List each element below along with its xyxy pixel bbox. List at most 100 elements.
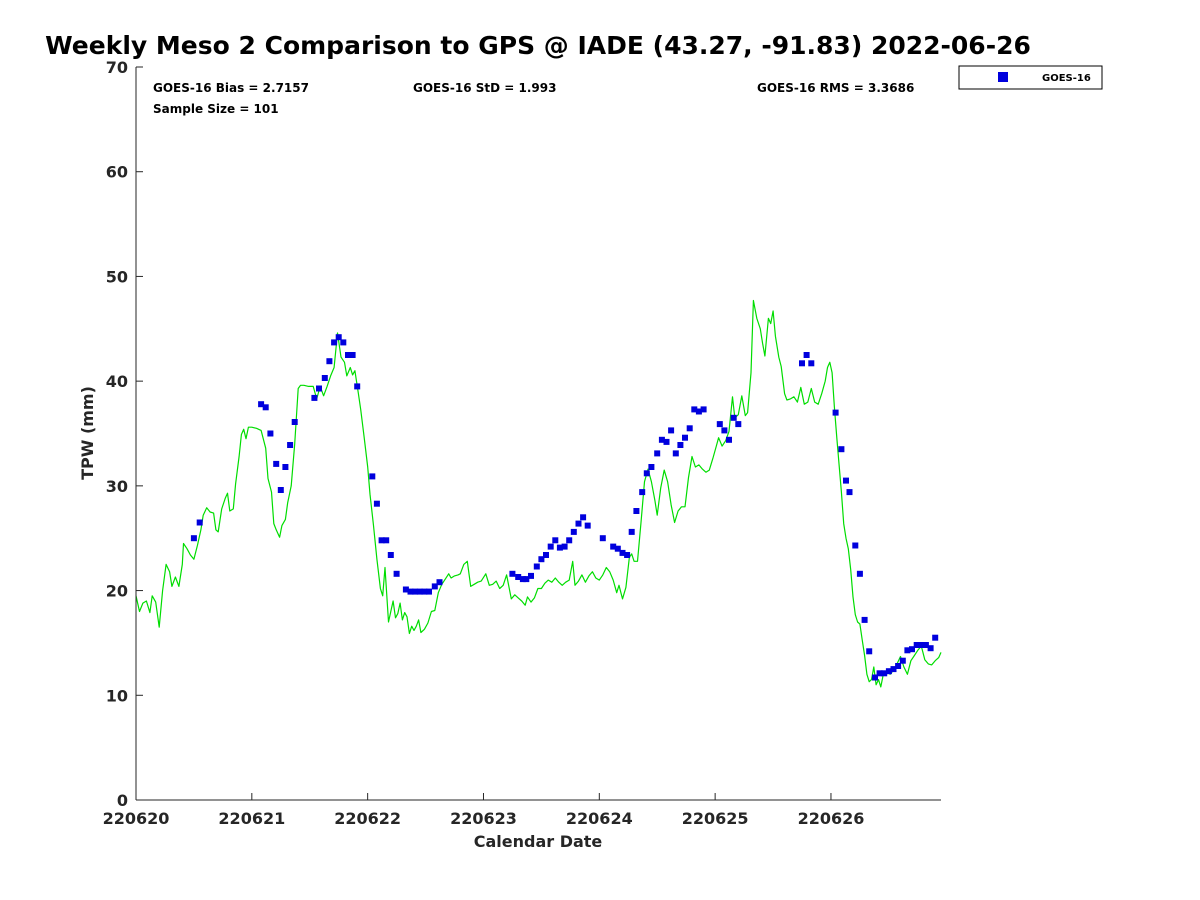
goes16-data-point [932,634,939,641]
goes16-data-point [852,542,859,549]
goes16-data-point [876,670,883,677]
goes16-data-point [575,520,582,527]
goes16-data-point [580,514,587,521]
goes16-data-point [273,460,280,467]
x-tick-label: 220626 [798,809,865,828]
goes16-data-point [672,450,679,457]
x-tick-label: 220622 [334,809,401,828]
x-axis-label: Calendar Date [474,832,603,851]
goes16-data-point [628,528,635,535]
goes16-data-point [721,427,728,434]
goes16-data-point [561,543,568,550]
goes16-data-point [643,470,650,477]
gps-series-layer [135,299,942,688]
goes16-data-point [846,489,853,496]
goes16-data-point [402,586,409,593]
chart-title: Weekly Meso 2 Comparison to GPS @ IADE (… [45,31,1031,60]
goes16-data-point [832,409,839,416]
goes16-data-point [599,535,606,542]
goes16-data-point [426,588,432,595]
goes16-data-point [922,642,929,648]
goes16-data-point [700,406,707,413]
goes16-data-point [373,500,380,507]
goes16-data-point [639,489,646,496]
goes16-data-point [196,519,203,526]
goes16-data-point [566,537,573,544]
goes16-data-point [904,647,911,654]
y-tick-label: 70 [106,58,128,77]
goes16-data-point [331,339,338,346]
y-tick-label: 30 [106,477,128,496]
goes16-data-point [895,663,902,669]
goes16-data-point [686,425,693,432]
goes16-data-point [610,543,617,550]
std-stat: GOES-16 StD = 1.993 [413,81,556,95]
goes16-data-point [407,588,414,595]
goes16-data-point [584,522,591,529]
goes16-data-point [803,352,810,358]
goes16-data-point [668,427,675,434]
goes16-data-point [695,408,702,415]
bias-stat: GOES-16 Bias = 2.7157 [153,81,309,95]
goes16-data-point [913,642,920,648]
goes16-data-point [393,570,400,577]
y-tick-label: 10 [106,686,128,705]
goes16-data-point [663,438,670,445]
goes16-data-point [326,358,333,365]
x-tick-label: 220621 [218,809,285,828]
goes16-data-point [421,588,428,595]
legend-box [958,65,1103,90]
x-tick-label: 220620 [103,809,170,828]
goes16-data-point [282,464,289,470]
goes16-data-point [890,666,897,673]
goes16-data-point [881,670,888,677]
goes16-data-point [321,375,328,381]
goes16-data-point [927,645,934,652]
goes16-data-point [726,436,732,443]
goes16-data-point [387,552,394,558]
goes16-data-point [909,646,915,653]
goes16-data-point [354,383,361,390]
goes16-data-point [190,535,197,542]
goes16-data-point [515,574,522,580]
x-tick-label: 220624 [566,809,633,828]
goes16-data-point [311,394,318,401]
goes16-data-point [378,537,385,544]
goes16-data-point [677,442,684,448]
goes16-data-point [262,404,269,411]
goes16-data-point [633,508,640,514]
goes16-data-point [918,642,925,648]
y-tick-group: 0 10 20 30 40 50 60 70 [106,58,143,810]
goes16-data-point [799,360,805,367]
legend: GOES-16 [958,65,1103,90]
goes16-data-point [538,556,545,563]
goes16-data-point [838,446,845,453]
goes16-data-point [416,588,423,595]
y-tick-label: 60 [106,163,128,182]
plot-background [136,67,941,800]
x-tick-label: 220623 [450,809,517,828]
y-tick-label: 40 [106,372,128,391]
goes16-data-point [654,450,661,457]
goes16-data-point [885,668,892,675]
goes16-data-point [682,434,688,441]
goes16-data-point [383,537,390,544]
goes16-data-point [619,549,626,556]
goes16-data-point [614,545,621,552]
plot-area [135,67,942,801]
goes16-data-point [533,563,540,570]
goes16-data-point [808,360,815,367]
goes16-data-point [872,674,878,681]
goes16-data-point [866,648,873,655]
goes16-data-point [552,537,559,544]
goes16-data-point [335,334,342,341]
goes16-data-point [509,570,516,577]
goes16-data-point [843,477,849,484]
sample-size-stat: Sample Size = 101 [153,102,279,116]
goes16-data-point [730,414,737,421]
goes16-data-point [349,352,356,358]
goes16-data-point [624,552,631,558]
goes16-data-point [258,401,265,408]
goes16-data-point [648,464,655,470]
y-axis-label: TPW (mm) [78,386,97,480]
